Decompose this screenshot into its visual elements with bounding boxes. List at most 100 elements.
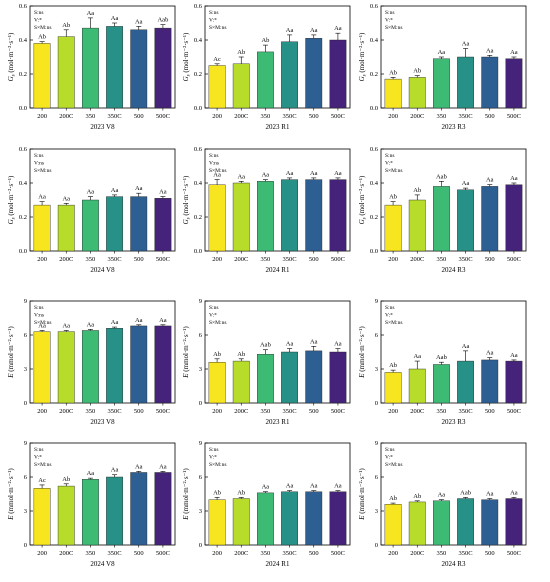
x-tick-label: 500C (156, 113, 170, 120)
bar (457, 56, 475, 109)
stats-annotation: V:* (385, 18, 393, 24)
y-tick-label: 0.0 (19, 105, 27, 112)
bar (305, 38, 323, 109)
stats-annotation: V:* (385, 455, 393, 461)
x-tick-label: 350C (459, 550, 473, 557)
bar (505, 498, 523, 546)
y-tick-label: 0 (24, 400, 27, 407)
y-tick-label: 3 (375, 366, 378, 373)
y-tick-label: 0.2 (370, 214, 378, 221)
bar (232, 182, 250, 252)
x-tick-label: 200 (37, 256, 47, 263)
stats-annotation: S×M:ns (34, 462, 51, 468)
bar (329, 39, 347, 109)
y-axis-label: Gs (mol·m⁻²·s⁻¹) (7, 32, 17, 81)
y-tick-label: 3 (199, 366, 202, 373)
chart-panel: 0.0 0.2 0.4 0.6 Aa 200 Aa 200C Aa 350 Aa 350C Aa 500 A… (7, 146, 176, 274)
bar (505, 58, 523, 109)
x-tick-label: 200 (388, 113, 398, 120)
y-axis-label: Gs (mol·m⁻²·s⁻¹) (358, 175, 368, 224)
plot-frame (29, 148, 176, 252)
x-tick-label: 350C (108, 113, 122, 120)
y-axis-label: Gs (mol·m⁻²·s⁻¹) (7, 175, 17, 224)
significance-label: Ab (213, 489, 221, 496)
bar (154, 198, 172, 252)
x-tick-label: 350C (108, 408, 122, 415)
y-tick-label: 0.0 (194, 105, 202, 112)
bar (505, 184, 523, 252)
significance-label: Ab (62, 22, 70, 29)
x-tick-label: 500 (485, 408, 495, 415)
y-tick-label: 9 (199, 298, 202, 305)
stats-annotation: S×M:ns (34, 25, 51, 31)
y-tick-label: 0.4 (370, 37, 379, 44)
plot-frame (204, 148, 351, 252)
bar (154, 325, 172, 404)
bar (305, 491, 323, 546)
significance-label: Aa (135, 185, 143, 192)
x-tick-label: 500 (134, 550, 144, 557)
panel-caption: 2023 R1 (266, 123, 290, 131)
bar (457, 498, 475, 546)
x-tick-label: 350 (261, 550, 271, 557)
stats-annotation: S:ns (34, 10, 43, 16)
stats-annotation: S×M:ns (209, 25, 226, 31)
x-tick-label: 500C (507, 408, 521, 415)
panel-caption: 2024 V8 (90, 560, 115, 568)
x-tick-label: 200 (212, 113, 222, 120)
x-tick-label: 350C (108, 256, 122, 263)
stats-annotation: S×M:ns (385, 25, 402, 31)
significance-label: Ab (237, 489, 245, 496)
plot-frame (29, 442, 176, 546)
x-tick-label: 200 (212, 256, 222, 263)
panel-caption: 2024 R1 (266, 560, 290, 568)
chart-panel: 0.0 0.2 0.4 0.6 Aa 200 Aa 200C Aa 350 Aa 350C Aa 500 A… (182, 146, 351, 274)
y-axis-label: E (mmol·m⁻²·s⁻¹) (358, 468, 366, 521)
bar (257, 181, 274, 252)
y-tick-label: 0.6 (370, 146, 379, 153)
x-tick-label: 200 (37, 550, 47, 557)
y-tick-label: 6 (375, 332, 379, 339)
significance-label: Aab (436, 354, 447, 361)
significance-label: Aa (135, 317, 143, 324)
y-tick-label: 0.2 (19, 71, 27, 78)
plot-frame (380, 442, 527, 546)
y-tick-label: 0.6 (194, 146, 203, 153)
y-tick-label: 0.0 (194, 248, 202, 255)
significance-label: Aa (486, 350, 494, 357)
significance-label: Ab (389, 495, 397, 502)
x-tick-label: 350C (108, 550, 122, 557)
significance-label: Aab (260, 342, 271, 349)
x-tick-label: 200C (59, 550, 73, 557)
y-tick-label: 0.6 (194, 3, 203, 10)
y-tick-label: 9 (24, 298, 27, 305)
x-tick-label: 350C (283, 113, 297, 120)
significance-label: Aab (436, 173, 447, 180)
x-tick-label: 350C (459, 408, 473, 415)
bar (33, 488, 51, 546)
significance-label: Aab (157, 17, 168, 24)
x-tick-label: 500 (309, 256, 319, 263)
bar (33, 331, 51, 404)
bar (57, 485, 75, 546)
significance-label: Ab (261, 37, 269, 44)
stats-annotation: S:ns (209, 305, 218, 311)
significance-label: Aa (486, 491, 494, 498)
bar (329, 179, 347, 252)
x-tick-label: 200C (59, 113, 73, 120)
significance-label: Aa (135, 18, 143, 25)
panel-caption: 2024 R3 (442, 560, 466, 568)
bar (208, 184, 226, 252)
significance-label: Aa (87, 10, 95, 17)
y-tick-label: 6 (24, 332, 28, 339)
x-tick-label: 350 (86, 256, 96, 263)
x-tick-label: 350 (261, 256, 271, 263)
panel-caption: 2023 V8 (90, 123, 115, 131)
plot-frame (380, 5, 527, 109)
bar (433, 364, 450, 404)
bar (33, 43, 51, 109)
x-tick-label: 350 (86, 408, 96, 415)
bar (81, 199, 99, 252)
x-tick-label: 350C (283, 550, 297, 557)
x-tick-label: 200C (410, 408, 424, 415)
